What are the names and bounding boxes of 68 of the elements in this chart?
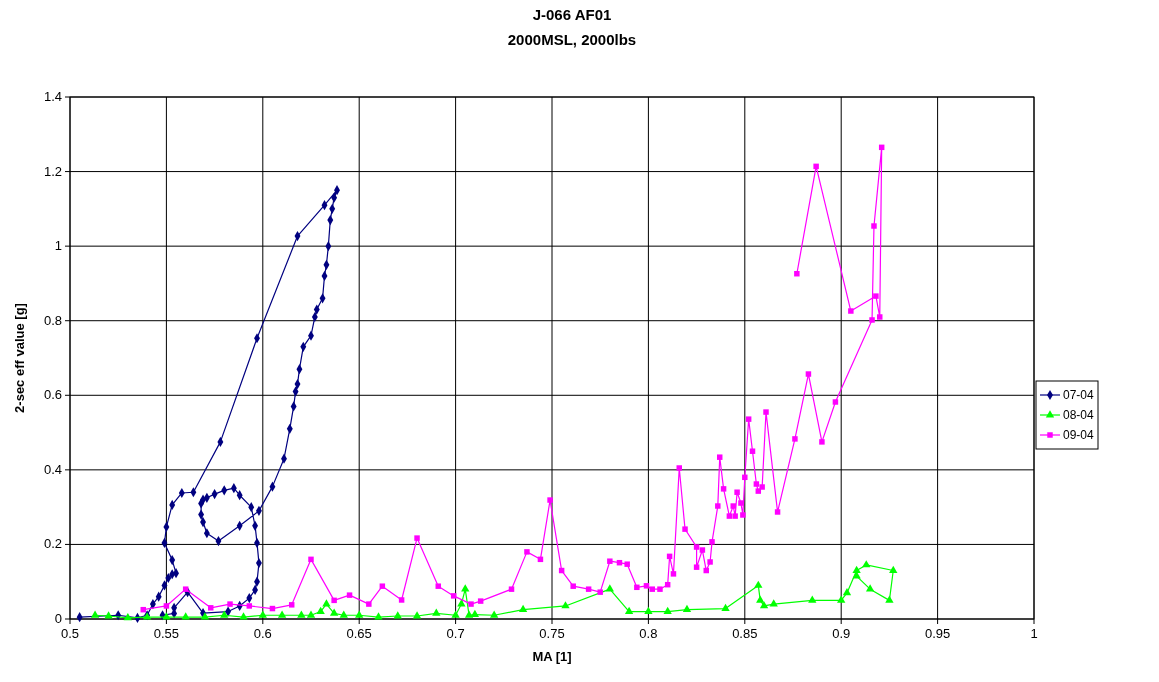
point — [258, 610, 267, 618]
x-tick-label: 0.9 — [832, 626, 851, 641]
point — [181, 612, 190, 620]
point — [162, 612, 171, 620]
point — [451, 610, 460, 618]
point — [297, 610, 306, 618]
x-tick-label: 0.7 — [446, 626, 465, 641]
x-tick-label: 0.65 — [346, 626, 372, 641]
point — [316, 606, 325, 614]
point — [306, 610, 316, 618]
x-tick-label: 0.55 — [153, 626, 180, 641]
point — [754, 580, 763, 588]
point — [837, 595, 846, 603]
y-tick-label: 1.4 — [43, 89, 62, 104]
y-tick-label: 0.4 — [43, 461, 62, 477]
point — [518, 604, 528, 613]
point — [200, 612, 210, 620]
x-tick-label: 0.85 — [732, 626, 758, 641]
point — [721, 603, 730, 611]
point — [104, 611, 113, 619]
point — [682, 604, 692, 613]
point — [355, 610, 364, 618]
point — [605, 584, 614, 592]
y-tick-label: 0.2 — [43, 536, 62, 552]
x-tick-label: 0.75 — [539, 626, 565, 641]
point — [885, 595, 894, 603]
x-tick-label: 0.8 — [639, 626, 658, 641]
point — [561, 601, 570, 609]
point — [759, 601, 769, 609]
x-tick-label: 1 — [1030, 626, 1038, 641]
point — [644, 606, 653, 614]
y-tick-label: 1.2 — [43, 163, 62, 179]
point — [220, 610, 229, 618]
point — [842, 588, 852, 596]
point — [329, 608, 339, 616]
x-axis-title: MA [1] — [532, 649, 572, 664]
point — [663, 606, 672, 614]
x-tick-label: 0.95 — [924, 626, 951, 641]
point — [374, 612, 383, 620]
y-tick-label: 0.6 — [43, 387, 62, 403]
point — [464, 610, 474, 618]
point — [432, 608, 441, 616]
point — [490, 610, 499, 618]
point — [239, 612, 248, 620]
point — [889, 565, 898, 573]
x-tick-label: 0.6 — [253, 626, 272, 641]
x-tick-label: 0.5 — [60, 626, 80, 641]
point — [862, 560, 871, 568]
chart-subtitle: 2000MSL, 2000lbs — [507, 31, 637, 48]
point — [277, 610, 287, 618]
y-tick-label: 0 — [54, 611, 62, 626]
point — [339, 610, 348, 618]
point — [461, 584, 470, 592]
legend-label: 08-04 — [1063, 408, 1095, 422]
legend-label: 09-04 — [1063, 428, 1095, 442]
point — [756, 595, 765, 603]
legend-label: 07-04 — [1063, 388, 1095, 402]
point — [624, 606, 634, 614]
point — [808, 595, 817, 603]
y-tick-label: 1 — [54, 238, 62, 254]
point — [393, 611, 402, 619]
y-tick-label: 0.8 — [43, 312, 62, 328]
chart-title: J-066 AF01 — [532, 6, 612, 23]
y-axis-title: 2-sec eff value [g] — [12, 303, 27, 413]
point — [865, 584, 875, 592]
point — [123, 613, 132, 621]
point — [852, 565, 861, 573]
point — [90, 610, 100, 618]
